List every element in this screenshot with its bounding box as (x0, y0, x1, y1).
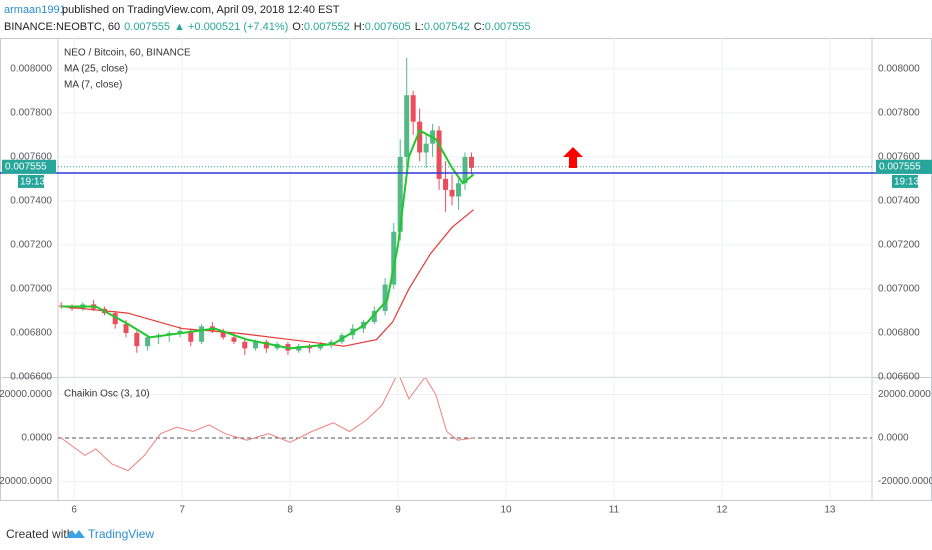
x-tick-label: 7 (179, 505, 185, 516)
y-tick-label: 0.007400 (878, 196, 920, 207)
candle-body (443, 178, 449, 190)
candle-body (423, 143, 429, 153)
y-tick-label: 0.007600 (878, 152, 920, 163)
symbol-line: BINANCE:NEOBTC, 60 0.007555 ▲ +0.000521 (+… (4, 21, 531, 33)
x-tick-label: 9 (395, 505, 401, 516)
pane-title: NEO / Bitcoin, 60, BINANCE (64, 48, 191, 59)
header-field: BINANCE:NEOBTC, 60 (4, 21, 120, 33)
countdown: 19:13 (894, 177, 919, 188)
y-tick-label: 0.006800 (878, 328, 920, 339)
y-tick-label: 0.007400 (10, 196, 52, 207)
x-tick-label: 12 (716, 505, 728, 516)
header-field: C: (474, 21, 485, 33)
price-label: 0.007555 (879, 161, 921, 172)
header-field: 0.007542 (424, 21, 470, 33)
candle-body (462, 156, 468, 184)
oscillator-pane (58, 378, 872, 472)
candle-body (417, 121, 423, 153)
candle-body (371, 310, 377, 322)
candle-body (263, 341, 269, 349)
ma-line (61, 129, 475, 350)
price-label-box (2, 159, 56, 174)
ma-line (61, 209, 475, 347)
price-label: 0.007555 (5, 161, 47, 172)
y-tick-label: -20000.0000 (0, 476, 52, 487)
countdown-box (18, 174, 44, 188)
y-tick-label: 20000.0000 (0, 389, 52, 400)
arrow-drawing (563, 147, 583, 168)
x-tick-label: 6 (71, 505, 77, 516)
x-tick-label: 11 (609, 505, 620, 516)
header-field: 0.007605 (365, 21, 411, 33)
candle-body (188, 330, 194, 342)
candle-body (449, 189, 455, 197)
logo (66, 530, 85, 538)
candle-body (134, 332, 140, 347)
candle-body (468, 156, 474, 168)
header-field: ▲ +0.000521 (+7.41%) (174, 21, 288, 33)
axes: 0.006600 0.006600 0.006800 0.006800 0.007000… (0, 63, 932, 515)
candle-body (220, 330, 226, 338)
candle-body (382, 284, 388, 311)
countdown-box (892, 174, 918, 188)
y-tick-label: 0.007600 (10, 152, 52, 163)
y-tick-label: 0.0000 (21, 433, 52, 444)
y-tick-label: 0.007800 (10, 107, 52, 118)
x-tick-label: 13 (824, 505, 836, 516)
candle-body (145, 337, 151, 347)
y-tick-label: 0.007200 (10, 240, 52, 251)
legend-entry: MA (7, close) (64, 80, 122, 91)
x-tick-label: 8 (287, 505, 293, 516)
candle-body (391, 231, 397, 285)
candle-body (253, 341, 259, 349)
header-field: 0.007555 (124, 21, 170, 33)
header-field: O: (292, 21, 304, 33)
y-tick-label: 0.007800 (878, 107, 920, 118)
author[interactable]: armaan1991 (4, 4, 66, 16)
footer-text: Created with (6, 527, 73, 541)
y-tick-label: 0.007200 (878, 240, 920, 251)
candle-body (404, 95, 410, 157)
oscillator-title: Chaikin Osc (3, 10) (64, 389, 150, 400)
candle-body (397, 156, 403, 232)
candle-body (436, 130, 442, 179)
y-tick-label: 20000.0000 (878, 389, 931, 400)
y-tick-label: 0.006600 (10, 372, 52, 383)
y-tick-label: 0.008000 (10, 63, 52, 74)
candle-body (231, 337, 237, 342)
published: published on TradingView.com, April 09, … (62, 4, 340, 16)
y-tick-label: 0.0000 (878, 433, 909, 444)
candle-body (410, 95, 416, 122)
candle-body (123, 324, 129, 333)
candle-body (112, 313, 118, 325)
oscillator-line (60, 378, 474, 472)
y-tick-label: 0.008000 (878, 63, 920, 74)
candle-body (199, 326, 205, 342)
candle-body (242, 341, 248, 349)
countdown: 19:13 (20, 177, 45, 188)
header-field: L: (415, 21, 424, 33)
candle-body (456, 183, 462, 197)
legend-entry: MA (25, close) (64, 64, 128, 75)
y-tick-label: -20000.0000 (878, 476, 932, 487)
header-field: 0.007552 (304, 21, 350, 33)
candle-body (177, 330, 183, 333)
price-label-box (876, 159, 932, 174)
y-tick-label: 0.007000 (10, 284, 52, 295)
header-field: H: (354, 21, 365, 33)
y-tick-label: 0.006800 (10, 328, 52, 339)
header-field: 0.007555 (485, 21, 531, 33)
y-tick-label: 0.006600 (878, 372, 920, 383)
y-tick-label: 0.007000 (878, 284, 920, 295)
price-pane (58, 57, 872, 355)
brand[interactable]: TradingView (88, 527, 154, 541)
x-tick-label: 10 (500, 505, 512, 516)
candle-body (328, 341, 334, 344)
